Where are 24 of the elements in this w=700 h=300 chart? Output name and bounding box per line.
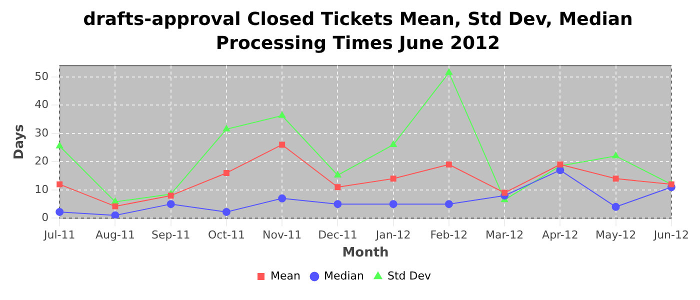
y-tick-label: 20 bbox=[34, 154, 49, 168]
y-tick-label: 0 bbox=[42, 211, 49, 224]
x-tick-label: May-12 bbox=[596, 228, 636, 242]
x-tick-label: Apr-12 bbox=[542, 228, 578, 242]
legend-label: Std Dev bbox=[387, 269, 432, 282]
y-tick-label: 30 bbox=[34, 126, 49, 140]
x-tick-label: Oct-11 bbox=[208, 228, 245, 242]
y-axis-title: Days bbox=[12, 124, 28, 160]
x-tick-label: Feb-12 bbox=[430, 228, 468, 242]
x-tick-label: Mar-12 bbox=[486, 228, 524, 242]
legend-label: Mean bbox=[270, 269, 300, 282]
x-tick-label: Jan-12 bbox=[374, 228, 411, 242]
y-tick-label: 50 bbox=[34, 70, 49, 83]
x-tick-label: Sep-11 bbox=[151, 228, 190, 242]
x-tick-label: Aug-11 bbox=[95, 228, 135, 242]
x-tick-label: Jul-11 bbox=[42, 228, 76, 242]
x-tick-label: Dec-11 bbox=[318, 228, 358, 242]
chart-title: drafts-approval Closed Tickets Mean, Std Dev, Median Processing Times June 2012 bbox=[82, 8, 634, 56]
x-tick-label: Nov-11 bbox=[262, 228, 302, 242]
legend-label: Median bbox=[324, 269, 364, 282]
y-tick-label: 10 bbox=[34, 182, 49, 196]
y-tick-label: 40 bbox=[34, 98, 49, 112]
x-tick-label: Jun-12 bbox=[652, 228, 689, 242]
x-axis-title: Month bbox=[342, 246, 389, 261]
